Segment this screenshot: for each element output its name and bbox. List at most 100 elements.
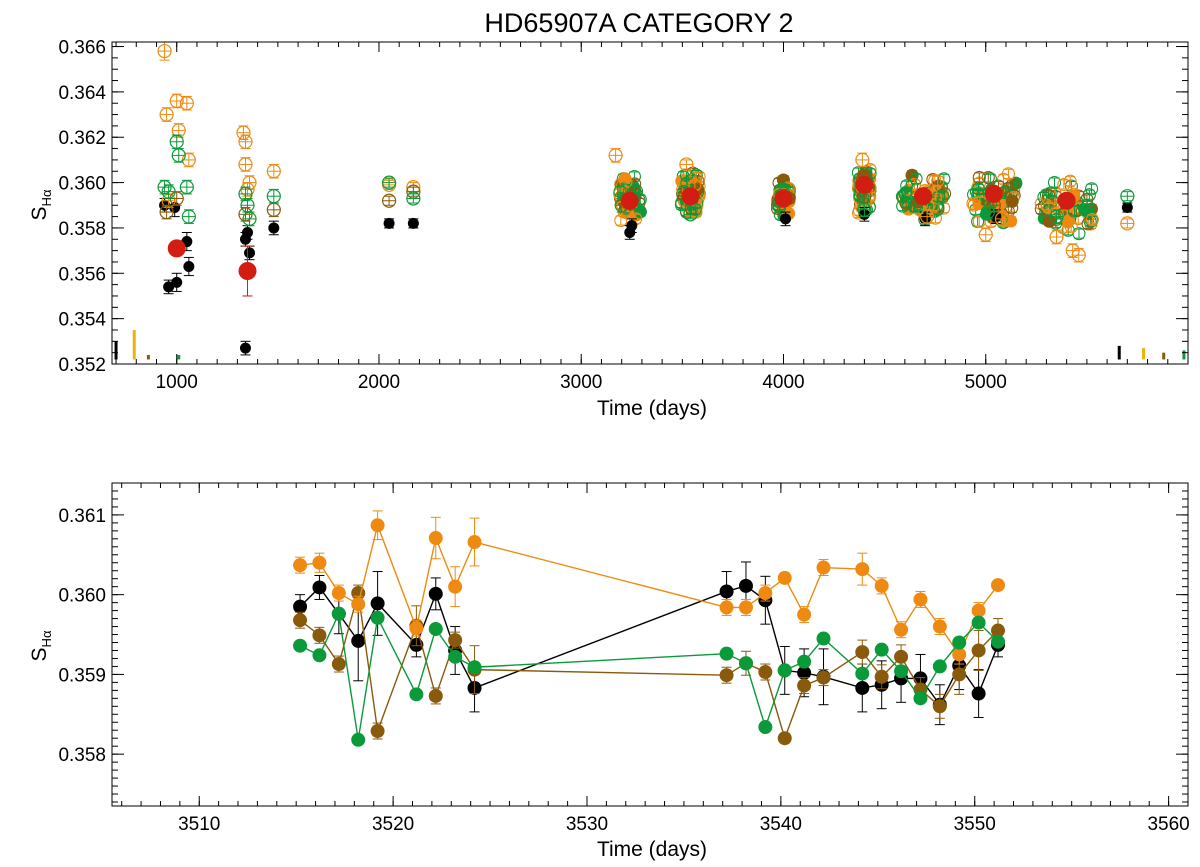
bottom-point-marker xyxy=(738,600,753,615)
bottom-point-marker xyxy=(293,638,308,653)
bottom-x-tick-label: 3520 xyxy=(372,814,414,835)
top-y-axis-label-sub: Hα xyxy=(39,189,54,206)
cluster-point-marker xyxy=(613,184,627,199)
bottom-point-marker xyxy=(758,586,773,601)
bottom-y-tick-label: 0.359 xyxy=(58,665,106,686)
top-y-tick-label: 0.364 xyxy=(58,83,106,104)
bottom-series-line xyxy=(299,592,999,741)
bottom-y-axis-label: SHα xyxy=(28,630,54,661)
top-y-tick-label: 0.358 xyxy=(58,219,106,240)
bottom-axis-ticks: 3510 3520 3530 3540 3550 3560 0.358 0.359 0.360 0… xyxy=(58,482,1190,835)
bottom-point-marker xyxy=(971,643,986,658)
top-y-axis-label-main: S xyxy=(28,206,51,220)
top-point-marker xyxy=(626,220,638,232)
cluster-point-marker xyxy=(619,175,633,189)
cluster-point-marker xyxy=(1042,201,1056,215)
bottom-plot-frame xyxy=(111,482,1189,807)
bottom-y-tick-label: 0.358 xyxy=(58,745,106,766)
bottom-point-marker xyxy=(913,592,928,607)
bottom-point-marker xyxy=(409,687,424,702)
top-x-tick-label: 2000 xyxy=(358,372,400,393)
figure-title: HD65907A CATEGORY 2 xyxy=(484,8,793,38)
top-plot-frame xyxy=(111,41,1189,365)
seasonal-mean-marker xyxy=(984,184,1003,203)
bottom-point-marker xyxy=(874,642,889,657)
cluster-point-marker xyxy=(1004,214,1018,228)
bottom-point-marker xyxy=(312,580,327,595)
bottom-point-marker xyxy=(855,645,870,660)
cluster-point-marker xyxy=(1057,177,1071,192)
bottom-point-marker xyxy=(331,606,346,621)
bottom-y-tick-label: 0.360 xyxy=(58,586,106,607)
top-point-marker xyxy=(242,226,254,238)
bottom-point-marker xyxy=(894,649,909,664)
cluster-point-marker xyxy=(932,190,946,204)
cluster-point-marker xyxy=(966,197,980,211)
cluster-point-marker xyxy=(1042,214,1056,228)
cluster-point-marker xyxy=(1005,194,1019,208)
top-plot-area xyxy=(114,41,1186,360)
bottom-point-marker xyxy=(719,646,734,661)
bottom-y-tick-label: 0.361 xyxy=(58,506,106,527)
bottom-point-marker xyxy=(855,680,870,695)
top-panel: 1000 2000 3000 4000 5000 0.352 0.354 0.356 0.358… xyxy=(28,38,1189,420)
seasonal-mean-marker xyxy=(238,262,257,281)
seasonal-mean-marker xyxy=(620,191,639,210)
bottom-point-marker xyxy=(312,648,327,663)
bottom-point-marker xyxy=(409,621,424,636)
bottom-point-marker xyxy=(932,659,947,674)
seasonal-mean-marker xyxy=(167,239,186,258)
bottom-point-marker xyxy=(719,584,734,599)
top-y-tick-label: 0.366 xyxy=(58,38,106,59)
top-point-marker xyxy=(171,276,183,288)
bottom-plot-area xyxy=(293,510,1006,747)
top-series-red xyxy=(167,175,1076,297)
top-y-tick-label: 0.352 xyxy=(58,355,106,376)
bottom-point-marker xyxy=(467,660,482,675)
bottom-point-marker xyxy=(797,678,812,693)
bottom-point-marker xyxy=(855,562,870,577)
seasonal-mean-marker xyxy=(774,189,793,208)
bottom-point-marker xyxy=(874,578,889,593)
top-point-marker xyxy=(183,260,195,272)
bottom-point-marker xyxy=(797,607,812,622)
bottom-point-marker xyxy=(428,688,443,703)
bottom-point-marker xyxy=(932,699,947,714)
bottom-point-marker xyxy=(777,663,792,678)
bottom-point-marker xyxy=(816,670,831,685)
bottom-point-marker xyxy=(952,647,967,662)
bottom-point-marker xyxy=(971,603,986,618)
bottom-point-marker xyxy=(971,615,986,630)
bottom-point-marker xyxy=(351,597,366,612)
bottom-point-marker xyxy=(816,560,831,575)
bottom-point-marker xyxy=(758,665,773,680)
top-y-tick-label: 0.362 xyxy=(58,128,106,149)
cluster-point-marker xyxy=(931,174,945,188)
bottom-point-marker xyxy=(738,656,753,671)
seasonal-mean-marker xyxy=(681,187,700,206)
top-point-marker xyxy=(239,342,251,354)
bottom-point-marker xyxy=(331,586,346,601)
top-point-marker xyxy=(244,247,256,259)
top-point-marker xyxy=(383,217,395,229)
bottom-point-marker xyxy=(855,666,870,681)
cluster-point-marker xyxy=(1047,175,1062,190)
bottom-series-orange xyxy=(293,510,1006,665)
bottom-point-marker xyxy=(293,599,308,614)
bottom-point-marker xyxy=(428,586,443,601)
cluster-point-marker xyxy=(900,179,914,193)
bottom-point-marker xyxy=(428,531,443,546)
bottom-x-tick-label: 3510 xyxy=(178,814,220,835)
top-x-tick-label: 1000 xyxy=(156,372,198,393)
top-x-axis-label: Time (days) xyxy=(597,397,707,420)
top-x-tick-label: 3000 xyxy=(560,372,602,393)
bottom-point-marker xyxy=(894,622,909,637)
top-x-tick-label: 5000 xyxy=(965,372,1007,393)
bottom-point-marker xyxy=(797,654,812,669)
bottom-y-axis-label-sub: Hα xyxy=(39,630,54,647)
bottom-point-marker xyxy=(351,732,366,747)
bottom-point-marker xyxy=(448,649,463,664)
bottom-point-marker xyxy=(738,578,753,593)
bottom-point-marker xyxy=(874,669,889,684)
